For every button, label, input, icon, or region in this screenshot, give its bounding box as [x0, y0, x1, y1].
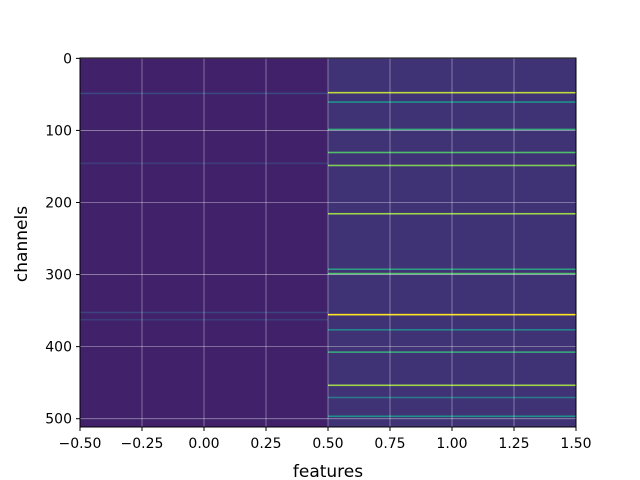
heatmap-cell: [328, 351, 576, 353]
heatmap-cell: [328, 128, 576, 131]
heatmap-cell: [80, 318, 328, 321]
heatmap-cell: [328, 328, 576, 331]
heatmap-cell: [328, 101, 576, 103]
heatmap-cell: [328, 415, 576, 418]
x-tick-label: −0.50: [59, 436, 102, 452]
x-tick-label: 0.50: [312, 436, 343, 452]
y-axis-label: channels: [12, 206, 32, 282]
x-tick-label: 1.00: [436, 436, 467, 452]
y-tick-label: 200: [45, 196, 72, 212]
x-tick-label: 1.50: [560, 436, 591, 452]
x-tick-label: 0.25: [250, 436, 281, 452]
x-tick-label: −0.25: [121, 436, 164, 452]
heatmap-cell: [328, 91, 576, 94]
heatmap-cell: [80, 92, 328, 95]
heatmap-cell: [328, 151, 576, 154]
heatmap-cell: [80, 311, 328, 314]
heatmap-cell: [328, 272, 576, 275]
heatmap-cell: [328, 396, 576, 399]
heatmap-column-0: [80, 58, 328, 427]
heatmap-cell: [328, 313, 576, 316]
x-tick-label: 0.00: [188, 436, 219, 452]
y-tick-label: 300: [45, 268, 72, 284]
heatmap-cell: [328, 268, 576, 271]
x-tick-label: 1.25: [498, 436, 529, 452]
heatmap-cells: [80, 58, 576, 427]
y-tick-label: 100: [45, 123, 72, 139]
x-tick-label: 0.75: [374, 436, 405, 452]
x-axis-label: features: [293, 462, 363, 480]
y-axis-ticks: 0 100 200 300 400 500: [45, 51, 80, 428]
x-axis-ticks: −0.50 −0.25 0.00 0.25 0.50 0.75 1.00 1.25 1.50: [59, 427, 592, 452]
heatmap-cell: [80, 162, 328, 165]
y-tick-label: 500: [45, 412, 72, 428]
heatmap-cell: [328, 384, 576, 387]
heatmap-cell: [328, 212, 576, 215]
heatmap-cell: [328, 164, 576, 167]
heatmap-column-1: [328, 58, 576, 427]
y-tick-label: 0: [63, 51, 72, 67]
y-tick-label: 400: [45, 340, 72, 356]
